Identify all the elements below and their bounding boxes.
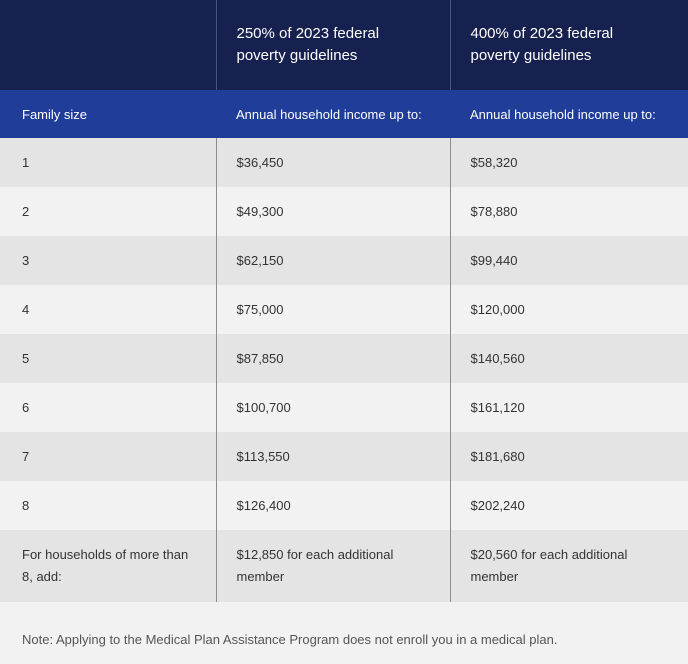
income-250-cell: $62,150 xyxy=(215,236,450,285)
header-empty-cell xyxy=(0,0,216,90)
income-250-cell: $49,300 xyxy=(215,187,450,236)
table-row: 3 $62,150 $99,440 xyxy=(0,236,688,285)
subheader-family-size: Family size xyxy=(0,90,216,138)
income-400-cell: $120,000 xyxy=(449,285,688,334)
table-row: 7 $113,550 $181,680 xyxy=(0,432,688,481)
income-250-cell: $75,000 xyxy=(215,285,450,334)
subheader-income-400: Annual household income up to: xyxy=(450,90,688,138)
income-250-cell: $87,850 xyxy=(215,334,450,383)
family-size-cell: 4 xyxy=(0,285,216,334)
header-250-label: 250% of 2023 federal poverty guidelines xyxy=(236,25,380,64)
additional-member-label: For households of more than 8, add: xyxy=(0,530,216,602)
additional-member-250: $12,850 for each additional member xyxy=(215,530,450,602)
additional-member-row: For households of more than 8, add: $12,… xyxy=(0,530,688,602)
table-row: 2 $49,300 $78,880 xyxy=(0,187,688,236)
table-row: 1 $36,450 $58,320 xyxy=(0,138,688,187)
family-size-cell: 1 xyxy=(0,138,216,187)
table-subheader-row: Family size Annual household income up t… xyxy=(0,90,688,138)
family-size-cell: 8 xyxy=(0,481,216,530)
additional-member-400: $20,560 for each additional member xyxy=(449,530,688,602)
income-250-cell: $36,450 xyxy=(215,138,450,187)
income-400-cell: $161,120 xyxy=(449,383,688,432)
subheader-income-250: Annual household income up to: xyxy=(216,90,450,138)
header-250-percent: 250% of 2023 federal poverty guidelines xyxy=(215,0,450,90)
table-row: 5 $87,850 $140,560 xyxy=(0,334,688,383)
table-row: 6 $100,700 $161,120 xyxy=(0,383,688,432)
enrollment-note: Note: Applying to the Medical Plan Assis… xyxy=(22,632,558,647)
income-250-cell: $113,550 xyxy=(215,432,450,481)
income-400-cell: $58,320 xyxy=(449,138,688,187)
table-row: 4 $75,000 $120,000 xyxy=(0,285,688,334)
income-400-cell: $99,440 xyxy=(449,236,688,285)
header-400-label: 400% of 2023 federal poverty guidelines xyxy=(470,25,614,64)
income-400-cell: $202,240 xyxy=(449,481,688,530)
table-row: 8 $126,400 $202,240 xyxy=(0,481,688,530)
income-400-cell: $181,680 xyxy=(449,432,688,481)
income-400-cell: $78,880 xyxy=(449,187,688,236)
income-guidelines-table: 250% of 2023 federal poverty guidelines … xyxy=(0,0,688,602)
income-250-cell: $126,400 xyxy=(215,481,450,530)
income-250-cell: $100,700 xyxy=(215,383,450,432)
family-size-cell: 2 xyxy=(0,187,216,236)
family-size-cell: 5 xyxy=(0,334,216,383)
header-400-percent: 400% of 2023 federal poverty guidelines xyxy=(449,0,688,90)
table-header-row: 250% of 2023 federal poverty guidelines … xyxy=(0,0,688,90)
income-400-cell: $140,560 xyxy=(449,334,688,383)
family-size-cell: 3 xyxy=(0,236,216,285)
family-size-cell: 7 xyxy=(0,432,216,481)
family-size-cell: 6 xyxy=(0,383,216,432)
